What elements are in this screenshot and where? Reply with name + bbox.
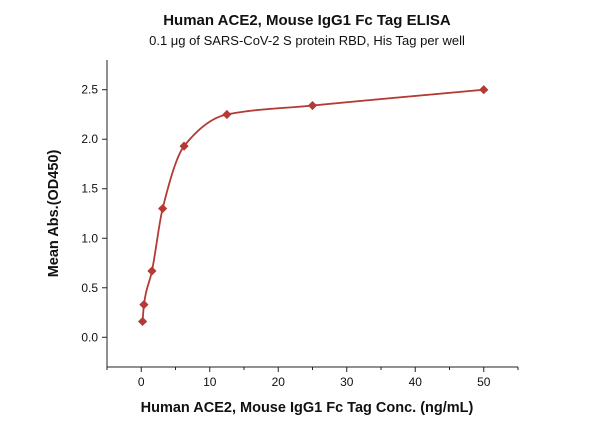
y-tick-label: 2.0 <box>81 132 98 146</box>
x-tick-label: 30 <box>340 375 354 389</box>
y-axis-label: Mean Abs.(OD450) <box>46 150 62 278</box>
y-ticks: 0.0 0.5 1.0 1.5 2.0 2.5 <box>81 83 107 344</box>
data-point-diamond <box>307 100 318 111</box>
x-ticks: 0 10 20 30 40 50 <box>106 367 519 389</box>
x-tick-label: 20 <box>272 375 286 389</box>
x-tick-label: 50 <box>477 375 491 389</box>
y-tick-label: 1.0 <box>81 231 98 245</box>
chart-subtitle: 0.1 μg of SARS-CoV-2 S protein RBD, His … <box>149 33 465 48</box>
data-points <box>137 85 489 327</box>
data-point-diamond <box>179 141 189 151</box>
fit-curve-line <box>141 88 484 322</box>
data-point-diamond <box>137 316 148 327</box>
data-point-diamond <box>222 109 232 120</box>
x-tick-label: 40 <box>409 375 423 389</box>
data-point-diamond <box>139 300 149 310</box>
chart-title: Human ACE2, Mouse IgG1 Fc Tag ELISA <box>163 12 451 29</box>
data-point-diamond <box>158 203 168 214</box>
y-tick-label: 0.5 <box>81 281 98 295</box>
y-tick-label: 2.5 <box>81 83 98 97</box>
y-tick-label: 1.5 <box>81 182 98 196</box>
data-point-diamond <box>147 266 157 276</box>
y-tick-label: 0.0 <box>81 330 98 344</box>
x-axis-label: Human ACE2, Mouse IgG1 Fc Tag Conc. (ng/… <box>141 400 474 416</box>
x-tick-label: 0 <box>138 375 145 389</box>
x-tick-label: 10 <box>203 375 217 389</box>
data-point-diamond <box>479 85 489 95</box>
